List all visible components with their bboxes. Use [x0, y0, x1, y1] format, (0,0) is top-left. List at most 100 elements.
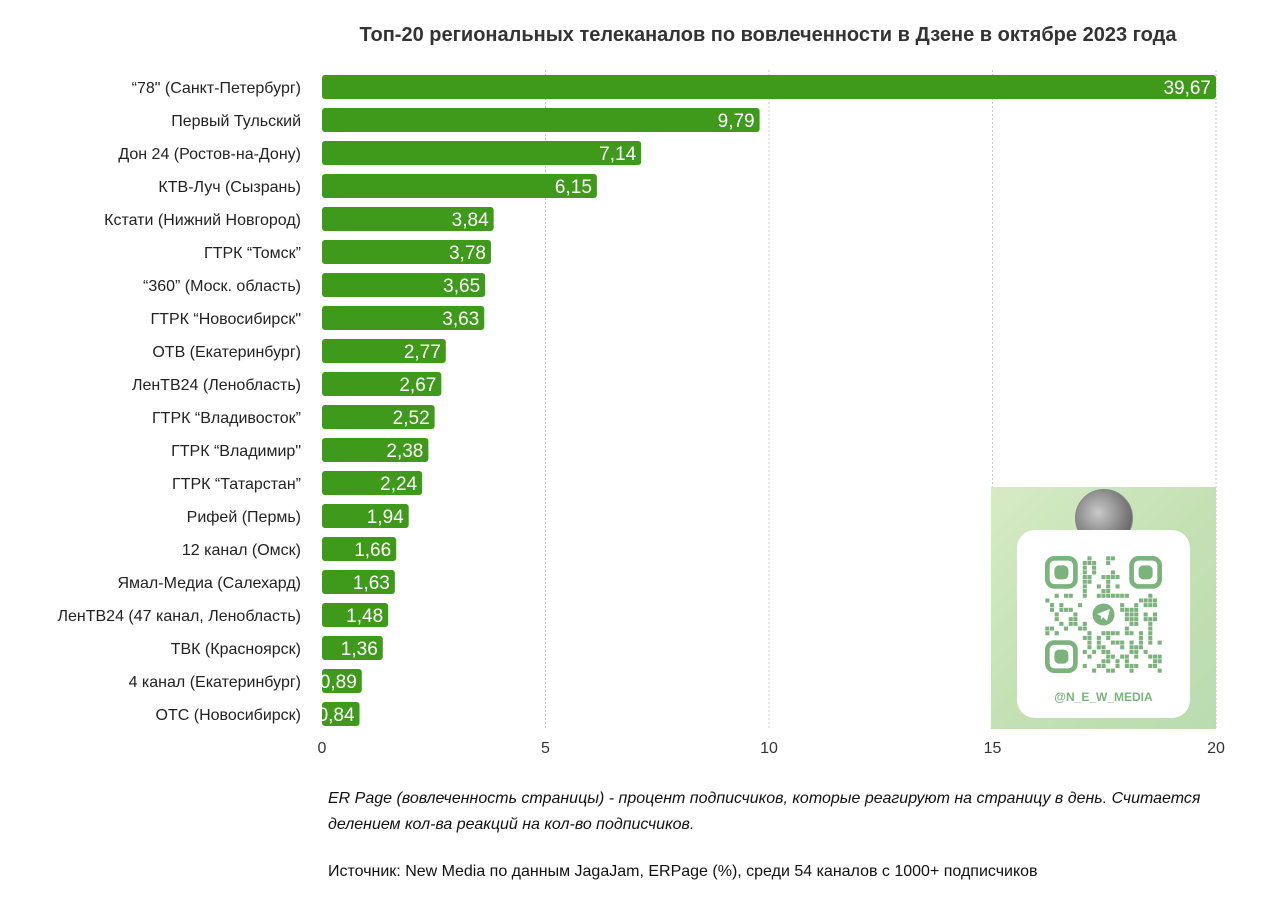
qr-module — [1059, 607, 1064, 612]
qr-module — [1148, 598, 1153, 603]
bar — [322, 141, 642, 165]
bar — [322, 207, 494, 231]
x-tick-label: 20 — [1207, 740, 1225, 757]
qr-module — [1087, 635, 1092, 640]
qr-module — [1106, 556, 1111, 561]
qr-module — [1082, 579, 1087, 584]
qr-module — [1082, 626, 1087, 631]
qr-module — [1115, 584, 1120, 589]
qr-module — [1152, 603, 1158, 608]
qr-module — [1092, 668, 1097, 673]
qr-module — [1157, 668, 1162, 673]
paper-plane-icon — [1097, 609, 1110, 621]
qr-module — [1092, 560, 1097, 566]
qr-module — [1064, 607, 1069, 612]
qr-module — [1082, 593, 1087, 598]
data-label: 3,65 — [443, 276, 480, 297]
qr-module — [1101, 659, 1106, 664]
bar — [322, 240, 491, 264]
data-label: 1,36 — [341, 639, 378, 660]
qr-module — [1101, 645, 1106, 650]
data-label: 2,38 — [386, 441, 423, 462]
qr-module — [1106, 575, 1111, 580]
qr-module — [1064, 593, 1069, 598]
bar — [322, 75, 1216, 99]
qr-module — [1110, 575, 1115, 580]
qr-module — [1106, 654, 1111, 659]
bar — [322, 372, 442, 396]
qr-module — [1087, 645, 1092, 650]
data-label: 39,67 — [1163, 78, 1211, 99]
category-label: КТВ-Луч (Сызрань) — [158, 179, 301, 196]
er-definition-note: ER Page (вовлеченность страницы) - проце… — [328, 790, 1201, 833]
qr-module — [1124, 607, 1129, 612]
qr-module — [1073, 612, 1078, 617]
source-note: Источник: New Media по данным JagaJam, E… — [328, 863, 1038, 880]
qr-module — [1143, 617, 1148, 622]
channel-handle: @N_E_W_MEDIA — [1054, 690, 1153, 704]
qr-module — [1106, 560, 1111, 566]
qr-module — [1129, 607, 1134, 612]
qr-module — [1138, 645, 1143, 650]
qr-module — [1049, 607, 1055, 612]
bar — [322, 174, 597, 198]
qr-module — [1124, 593, 1129, 598]
qr-module — [1068, 593, 1073, 598]
x-tick-label: 10 — [760, 740, 778, 757]
qr-module — [1143, 612, 1148, 617]
data-label: 3,78 — [449, 243, 486, 264]
qr-module — [1045, 631, 1050, 636]
qr-module — [1138, 635, 1143, 640]
qr-module — [1092, 565, 1097, 570]
category-label: ОТВ (Екатеринбург) — [152, 344, 301, 361]
qr-module — [1120, 654, 1125, 659]
data-label: 2,52 — [393, 408, 430, 429]
data-label: 1,63 — [353, 573, 390, 594]
qr-module — [1129, 645, 1134, 650]
qr-module — [1148, 663, 1153, 669]
qr-module — [1092, 649, 1097, 654]
qr-module — [1143, 649, 1148, 654]
qr-module — [1096, 645, 1101, 650]
data-label: 6,15 — [555, 177, 592, 198]
bar — [322, 405, 435, 429]
qr-module — [1045, 598, 1050, 603]
bar — [322, 570, 395, 594]
qr-module — [1078, 603, 1083, 608]
x-tick-label: 15 — [984, 740, 1002, 757]
qr-module — [1129, 612, 1134, 617]
category-label: 4 канал (Екатеринбург) — [129, 674, 301, 691]
bar — [322, 438, 429, 462]
data-label: 1,66 — [354, 540, 391, 561]
qr-module — [1124, 654, 1129, 659]
qr-finder — [1129, 556, 1162, 589]
qr-module — [1148, 617, 1153, 622]
category-label: ТВК (Красноярск) — [171, 641, 301, 658]
qr-module — [1129, 649, 1134, 654]
bar — [322, 537, 397, 561]
category-label: “78" (Санкт-Петербург) — [132, 80, 301, 97]
qr-module — [1148, 621, 1153, 626]
qr-module — [1087, 575, 1092, 580]
qr-module — [1054, 631, 1059, 636]
qr-module — [1049, 626, 1055, 631]
bar — [322, 471, 423, 495]
qr-module — [1092, 570, 1097, 575]
category-label: ЛенТВ24 (Ленобласть) — [132, 377, 301, 394]
qr-module — [1157, 659, 1162, 664]
category-label: Ямал-Медиа (Салехард) — [117, 575, 301, 592]
qr-module — [1152, 654, 1158, 659]
qr-module — [1068, 621, 1073, 626]
qr-module — [1101, 575, 1106, 580]
qr-module — [1087, 640, 1092, 645]
qr-module — [1129, 631, 1134, 636]
bar — [322, 273, 486, 297]
bar — [322, 504, 409, 528]
category-label: ГТРК “Томск” — [204, 245, 301, 262]
qr-module — [1148, 626, 1153, 631]
qr-card[interactable]: @N_E_W_MEDIA — [1017, 530, 1190, 718]
qr-module — [1054, 593, 1059, 598]
bar — [322, 669, 362, 693]
qr-module — [1120, 607, 1125, 612]
data-label: 2,77 — [404, 342, 441, 363]
